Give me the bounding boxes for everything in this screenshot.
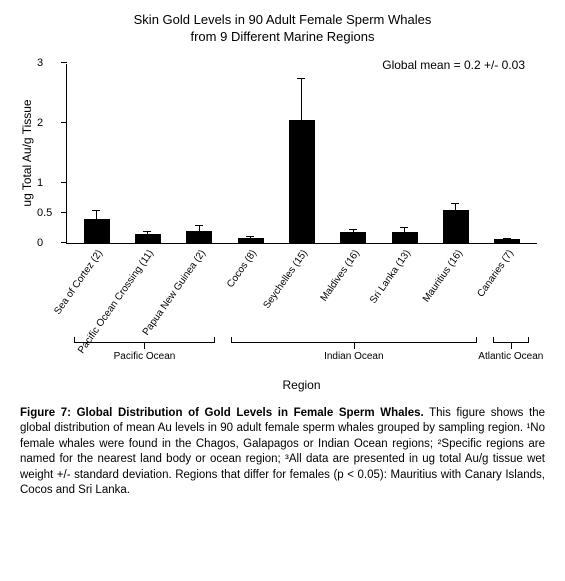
x-label-wrap: Canaries (7) [482,244,533,342]
error-cap [451,203,459,204]
figure-caption: Figure 7: Global Distribution of Gold Le… [18,406,547,499]
caption-body: This figure shows the global distributio… [20,407,545,497]
x-label-wrap: Seychelles (15) [276,244,327,342]
x-tick-labels: Sea of Cortez (2)Pacific Ocean Crossing … [66,244,537,342]
group-bracket: Indian Ocean [231,342,477,350]
chart-plot-area: ug Total Au/g Tissue 00.5123 [66,64,537,244]
bar [289,120,315,243]
group-bracket: Pacific Ocean [74,342,215,350]
group-label: Pacific Ocean [114,351,176,362]
group-brackets: Pacific Ocean Indian Ocean Atlantic Ocean [66,342,537,372]
error-bar [199,225,200,231]
error-bar [507,238,508,239]
error-bar [455,203,456,210]
caption-heading: Figure 7: Global Distribution of Gold Le… [20,407,424,419]
error-cap [503,238,511,239]
error-cap [92,210,100,211]
chart-title-line1: Skin Gold Levels in 90 Adult Female Sper… [18,12,547,29]
error-cap [400,227,408,228]
error-cap [195,225,203,226]
error-bar [353,229,354,232]
y-tick-label: 0.5 [37,207,52,219]
x-label-wrap: Mauritius (16) [430,244,481,342]
error-cap [349,229,357,230]
chart-title-line2: from 9 Different Marine Regions [18,29,547,46]
y-tick-label: 1 [37,177,43,189]
error-cap [246,236,254,237]
error-bar [301,78,302,120]
group-bracket: Atlantic Ocean [493,342,530,350]
error-bar [250,236,251,238]
y-axis-label: ug Total Au/g Tissue [20,100,34,207]
x-label-wrap: Papua New Guinea (2) [173,244,224,342]
x-axis-label: Region [66,378,537,392]
x-tick-label: Cocos (8) [225,248,259,290]
error-bar [96,210,97,219]
error-bar [147,231,148,233]
error-bar [404,227,405,232]
x-tick-label: Sea of Cortez (2) [52,248,105,317]
chart-title: Skin Gold Levels in 90 Adult Female Sper… [18,12,547,46]
y-tick [61,62,67,63]
error-cap [297,78,305,79]
y-tick-label: 3 [37,57,43,69]
bars-container [67,64,537,243]
x-label-wrap: Sri Lanka (13) [379,244,430,342]
group-label: Indian Ocean [324,351,384,362]
y-tick-label: 2 [37,117,43,129]
bracket-stem [511,343,512,349]
x-tick-label: Canaries (7) [476,248,517,299]
y-tick-label: 0 [37,237,43,249]
x-label-wrap: Maldives (16) [327,244,378,342]
group-label: Atlantic Ocean [478,351,543,362]
error-cap [143,231,151,232]
bracket-stem [354,343,355,349]
bracket-stem [144,343,145,349]
